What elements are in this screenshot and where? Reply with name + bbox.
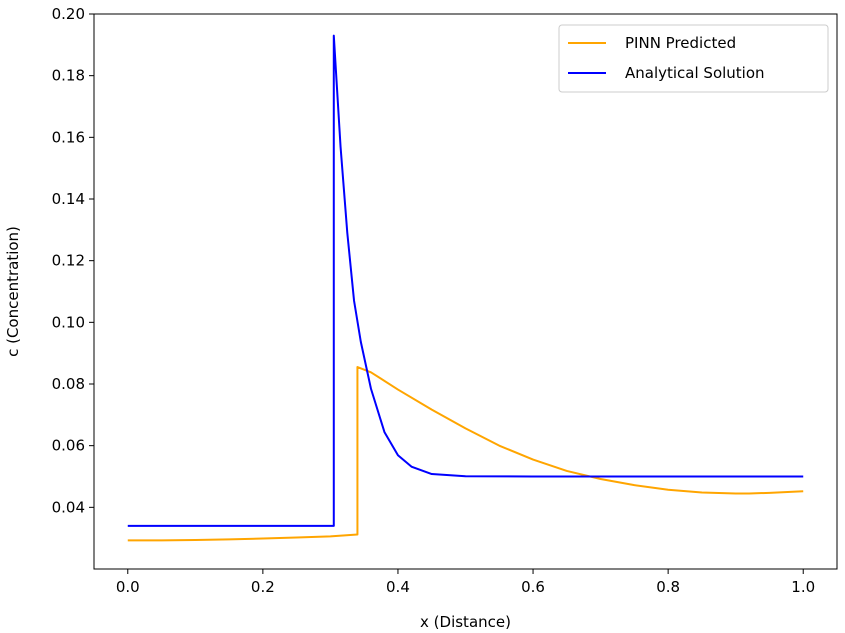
y-tick-label: 0.08 <box>52 375 85 393</box>
series-line-2 <box>127 34 804 527</box>
y-tick-label: 0.18 <box>52 67 85 85</box>
ticks-layer: 0.0 0.2 0.4 0.6 0.8 1.0 0.04 0.06 0.08 0.10 0.12 0.… <box>52 5 816 596</box>
legend: PINN Predicted Analytical Solution <box>558 24 829 93</box>
legend-label-1: PINN Predicted <box>625 34 736 52</box>
x-tick-label: 0.6 <box>521 578 545 596</box>
x-axis-label: x (Distance) <box>420 613 511 631</box>
x-tick-label: 0.2 <box>251 578 275 596</box>
y-tick-label: 0.16 <box>52 128 85 146</box>
x-tick-label: 0.0 <box>116 578 140 596</box>
x-tick-label: 1.0 <box>791 578 815 596</box>
x-tick-label: 0.8 <box>656 578 680 596</box>
plot-area-frame <box>93 13 838 570</box>
legend-label-2: Analytical Solution <box>625 64 765 82</box>
x-tick-label: 0.4 <box>386 578 410 596</box>
y-tick-label: 0.06 <box>52 437 85 455</box>
y-tick-label: 0.10 <box>52 313 85 331</box>
legend-box <box>558 24 829 93</box>
series-layer <box>127 34 804 542</box>
y-tick-label: 0.12 <box>52 252 85 270</box>
y-tick-label: 0.14 <box>52 190 85 208</box>
y-axis-label: c (Concentration) <box>4 226 22 357</box>
y-tick-label: 0.04 <box>52 498 85 516</box>
y-tick-label: 0.20 <box>52 5 85 23</box>
series-line-1 <box>127 366 804 542</box>
